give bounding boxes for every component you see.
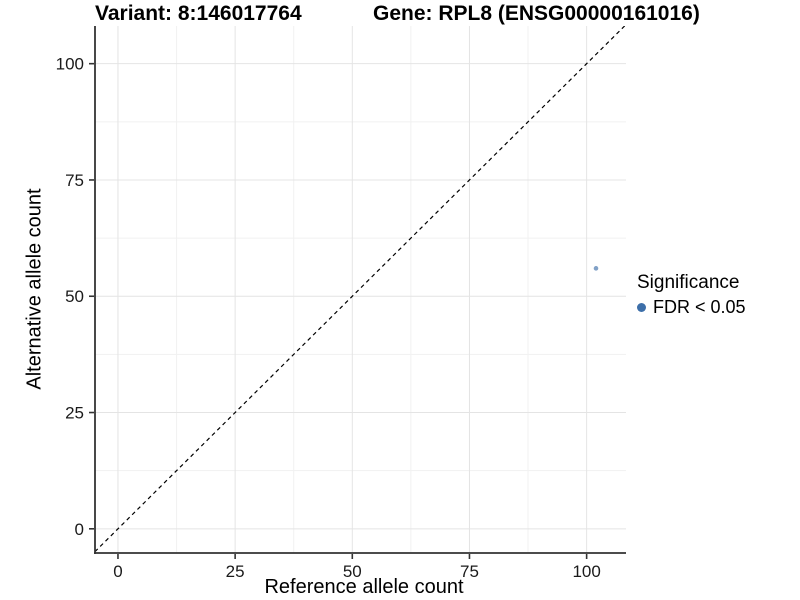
x-tick-label: 25 [226,562,245,581]
legend-item-fdr: FDR < 0.05 [637,296,746,318]
x-tick-label: 75 [460,562,479,581]
identity-line [95,26,626,553]
legend-point-icon [637,302,646,312]
data-point [593,266,599,271]
x-tick-label: 0 [113,562,122,581]
x-tick-label: 50 [343,562,362,581]
x-tick-label: 100 [572,562,600,581]
legend-title: Significance [637,272,740,293]
y-tick-label: 75 [65,171,84,190]
plot-title-gene: Gene: RPL8 (ENSG00000161016) [373,2,700,25]
x-axis-title: Reference allele count [264,576,464,598]
y-tick-label: 25 [65,404,84,423]
plot-title-variant: Variant: 8:146017764 [95,2,302,25]
y-tick-label: 100 [56,55,84,74]
y-axis-title: Alternative allele count [23,188,46,390]
y-tick-label: 0 [75,520,84,539]
y-tick-label: 50 [65,287,84,306]
legend-item-label: FDR < 0.05 [653,297,746,317]
legend: Significance FDR < 0.05 [637,272,746,318]
